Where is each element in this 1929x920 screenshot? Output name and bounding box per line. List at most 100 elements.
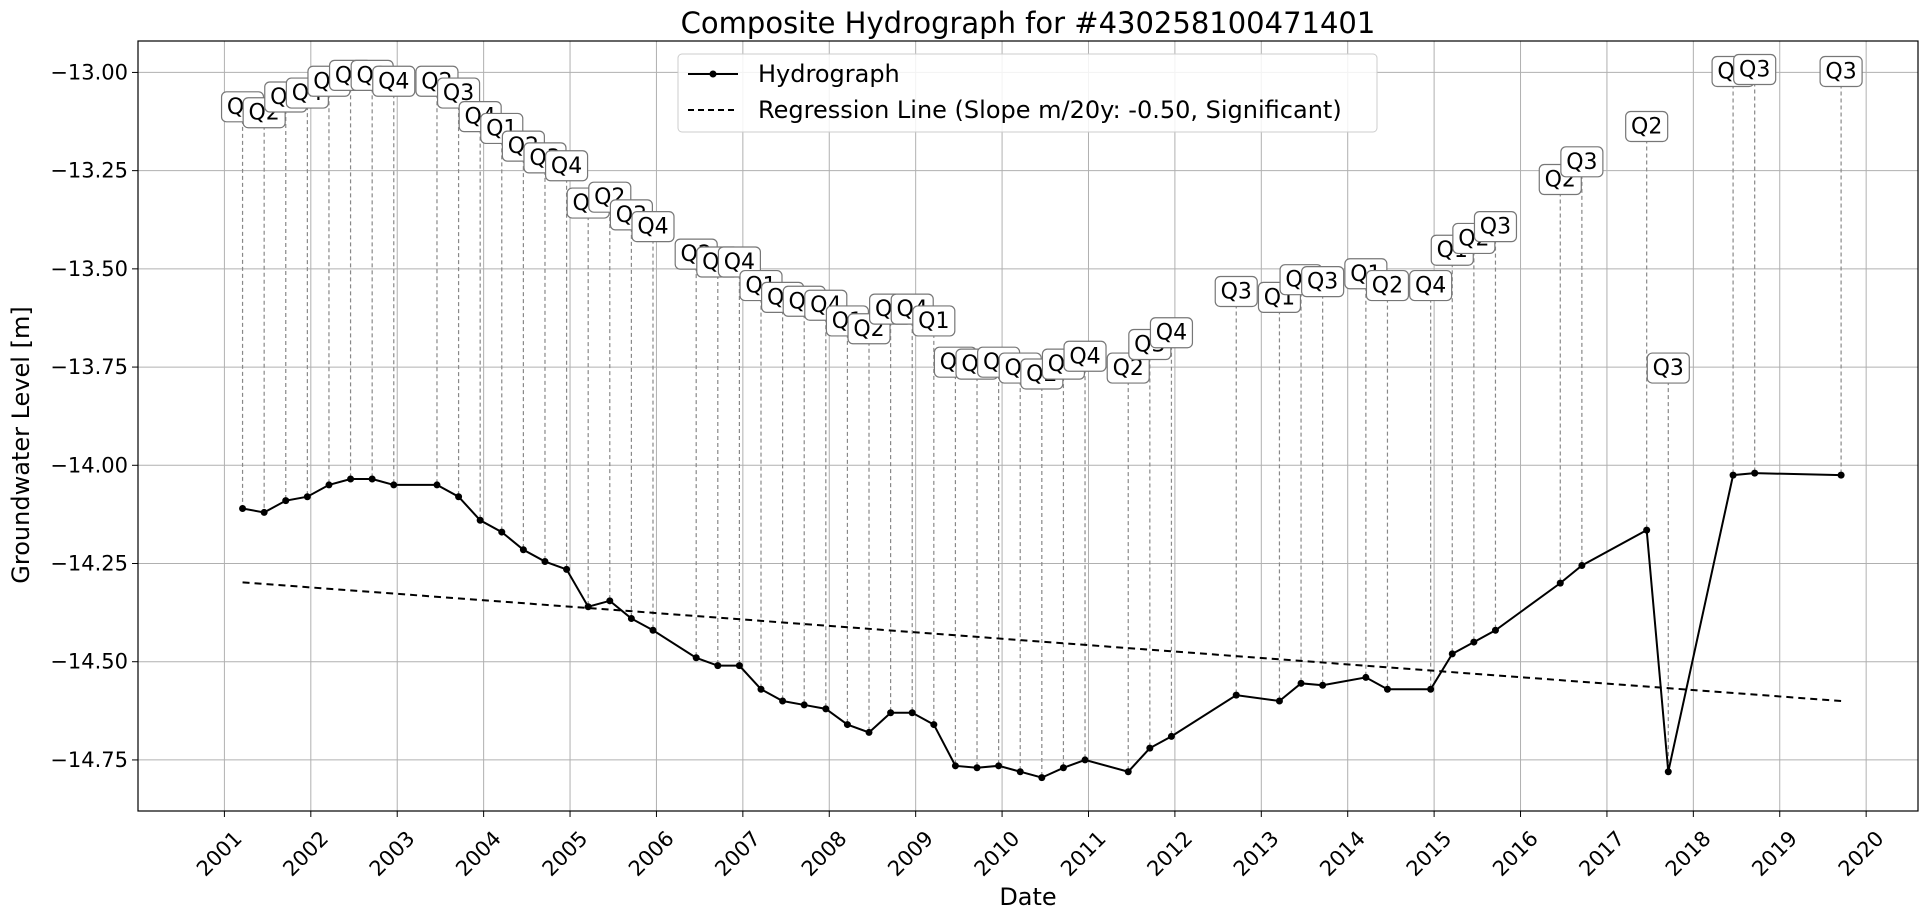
x-tick-label: 2001	[192, 826, 247, 881]
annotation-box	[631, 211, 675, 243]
annotation-box	[912, 305, 956, 337]
hydrograph-point	[498, 528, 506, 536]
annotation-connector-lines	[241, 82, 1842, 778]
annotation-label: Q3	[436, 77, 481, 109]
regression-line	[242, 581, 1842, 702]
hydrograph-point	[519, 546, 527, 554]
hydrograph-point	[455, 493, 463, 501]
annotation-label: Q3	[1646, 352, 1690, 384]
annotation-label: Q4	[372, 65, 416, 97]
legend-regression-label: Regression Line (Slope m/20y: -0.50, Sig…	[758, 96, 1342, 124]
annotation-text: Q2	[1113, 356, 1144, 381]
annotation-text: Q4	[378, 69, 409, 94]
hydrograph-point	[995, 762, 1003, 770]
annotation-box	[1733, 53, 1777, 86]
annotation-text: Q4	[1156, 321, 1187, 346]
annotation-text: Q4	[1069, 344, 1100, 369]
series-layer	[239, 469, 1845, 782]
y-tick-label: −13.25	[50, 159, 128, 183]
hydrograph-point	[779, 697, 787, 705]
hydrograph-point	[1275, 697, 1283, 705]
annotation-box	[1365, 269, 1410, 302]
hydrograph-point	[649, 626, 657, 634]
y-axis-label: Groundwater Level [m]	[7, 306, 35, 583]
annotation-text: Q3	[1566, 150, 1597, 175]
annotation-text: Q3	[1653, 356, 1684, 381]
hydrograph-point	[1427, 685, 1435, 693]
annotation-label: Q3	[1560, 146, 1604, 178]
hydrograph-point	[1729, 471, 1737, 479]
annotation-text: Q4	[551, 154, 582, 179]
y-tick-label: −13.50	[50, 257, 128, 281]
annotation-text: Q3	[1307, 270, 1338, 295]
legend-hydrograph-label: Hydrograph	[758, 60, 900, 88]
annotation-box	[436, 77, 481, 109]
annotation-box	[1409, 269, 1453, 302]
hydrograph-point	[1016, 768, 1024, 776]
x-tick-label: 2007	[710, 826, 765, 881]
hydrograph-point	[433, 481, 441, 489]
hydrograph-point	[541, 558, 549, 566]
hydrograph-point	[303, 493, 311, 501]
hydrograph-point	[1038, 774, 1046, 782]
hydrograph-point	[1578, 561, 1586, 569]
annotation-label: Q3	[1733, 53, 1777, 86]
x-tick-label: 2004	[451, 826, 506, 881]
hydrograph-point	[1664, 768, 1672, 776]
y-tick-label: −14.00	[50, 453, 128, 477]
x-tick-label: 2008	[797, 826, 852, 881]
hydrograph-point	[1448, 650, 1456, 658]
annotation-text: Q2	[1631, 114, 1662, 139]
hydrograph-point	[325, 481, 333, 489]
hydrograph-point	[347, 475, 355, 483]
annotation-box	[1106, 352, 1150, 384]
x-axis-label: Date	[999, 883, 1056, 911]
hydrograph-point	[239, 505, 247, 512]
annotation-box	[1473, 211, 1518, 243]
annotation-box	[372, 65, 416, 97]
annotation-box	[1063, 340, 1107, 372]
x-tick-label: 2006	[624, 826, 679, 881]
annotation-text: Q3	[1221, 279, 1252, 304]
legend-hydrograph-marker	[709, 70, 717, 78]
hydrograph-point	[1232, 691, 1240, 699]
hydrograph-point	[476, 516, 484, 524]
annotation-label: Q4	[1409, 269, 1453, 302]
annotation-box	[1301, 266, 1345, 298]
hydrograph-point	[1146, 744, 1154, 752]
annotation-box	[717, 246, 761, 278]
annotation-label: Q4	[1149, 317, 1194, 349]
annotation-box	[1819, 55, 1863, 88]
annotation-text: Q4	[637, 215, 668, 240]
annotation-box	[1560, 146, 1604, 178]
hydrograph-point	[800, 701, 808, 709]
grid-lines	[138, 41, 1918, 811]
hydrograph-point	[1751, 469, 1759, 477]
annotation-label: Q4	[1063, 340, 1107, 372]
x-tick-label: 2009	[883, 826, 938, 881]
hydrograph-point	[843, 721, 851, 729]
hydrograph-point	[692, 654, 700, 662]
x-tick-label: 2014	[1315, 826, 1370, 881]
annotation-label: Q2	[1625, 110, 1669, 143]
hydrograph-point	[282, 497, 290, 505]
hydrograph-point	[865, 728, 873, 736]
hydrograph-point	[1837, 471, 1845, 479]
x-tick-label: 2019	[1747, 826, 1802, 881]
y-tick-label: −14.25	[50, 552, 128, 576]
annotation-text: Q3	[1825, 59, 1856, 84]
annotation-box	[544, 150, 589, 182]
annotation-label: Q4	[631, 211, 675, 243]
annotation-text: Q3	[1480, 215, 1511, 240]
plot-frame	[137, 40, 1919, 812]
y-tick-label: −14.75	[50, 748, 128, 772]
x-tick-label: 2016	[1488, 826, 1543, 881]
legend: Hydrograph Regression Line (Slope m/20y:…	[677, 53, 1378, 133]
y-tick-label: −13.75	[50, 355, 128, 379]
annotation-label: Q3	[1214, 275, 1258, 308]
legend-frame	[677, 53, 1378, 133]
annotation-box	[1214, 275, 1258, 308]
annotation-text: Q2	[1372, 274, 1403, 299]
x-tick-label: 2012	[1142, 826, 1197, 881]
